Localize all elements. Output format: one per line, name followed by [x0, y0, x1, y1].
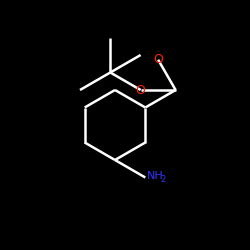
Text: 2: 2 — [160, 176, 166, 184]
Text: O: O — [153, 53, 163, 66]
Text: O: O — [136, 84, 145, 96]
Text: NH: NH — [146, 171, 163, 181]
